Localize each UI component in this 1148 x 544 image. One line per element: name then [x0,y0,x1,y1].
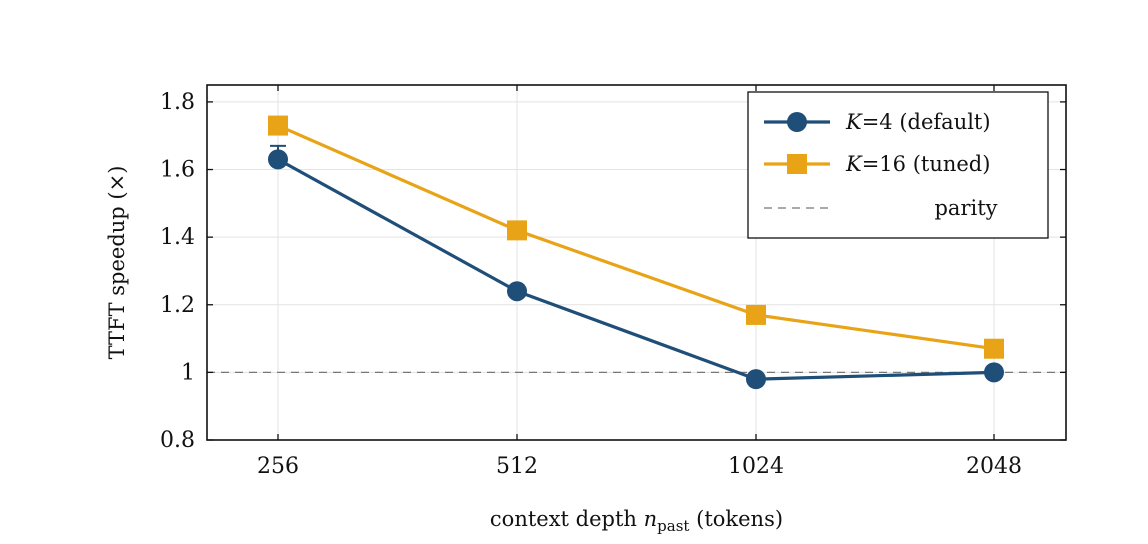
data-point [268,149,288,170]
legend: K=4 (default) K=16 (tuned) parity [747,91,1049,239]
data-point [746,304,766,325]
legend-swatch-marker [787,154,807,174]
series-1 [268,144,1004,390]
data-point [268,115,288,136]
x-tick-label: 2048 [966,454,1022,479]
axis-ticks: 0.8 1 1.2 1.4 1.6 1.8 256 512 1024 2048 [160,85,1066,479]
data-point [984,338,1004,359]
y-axis-label: TTFT speedup (×) [105,166,129,360]
x-tick-label: 1024 [728,454,784,479]
data-point [507,220,527,241]
x-axis-label-sub: past [657,517,689,535]
legend-label: K=16 (tuned) [845,152,990,176]
x-axis-label-suffix: (tokens) [689,507,783,531]
data-point [746,369,766,390]
x-axis-label: context depth npast (tokens) [490,507,783,535]
x-tick-label: 256 [257,454,299,479]
y-tick-label: 1 [181,360,195,385]
series-line [277,124,995,351]
y-tick-label: 1.8 [160,90,195,115]
series-2 [268,115,1004,359]
y-tick-label: 1.4 [160,225,195,250]
data-point [507,281,527,302]
legend-swatch-marker [787,112,807,132]
series-line [277,157,995,381]
y-tick-label: 1.2 [160,293,195,318]
x-axis-label-var: n [644,507,658,531]
legend-label: parity [934,196,997,220]
data-point [984,362,1004,383]
x-tick-label: 512 [496,454,538,479]
legend-item-1: K=4 (default) [764,110,991,134]
y-tick-label: 1.6 [160,158,195,183]
legend-item-parity: parity [764,196,998,220]
series-layer [268,115,1004,390]
y-tick-label: 0.8 [160,428,195,453]
legend-label: K=4 (default) [845,110,991,134]
legend-item-2: K=16 (tuned) [764,152,990,176]
plot-frame [206,84,1067,441]
x-axis-label-prefix: context depth [490,507,644,531]
